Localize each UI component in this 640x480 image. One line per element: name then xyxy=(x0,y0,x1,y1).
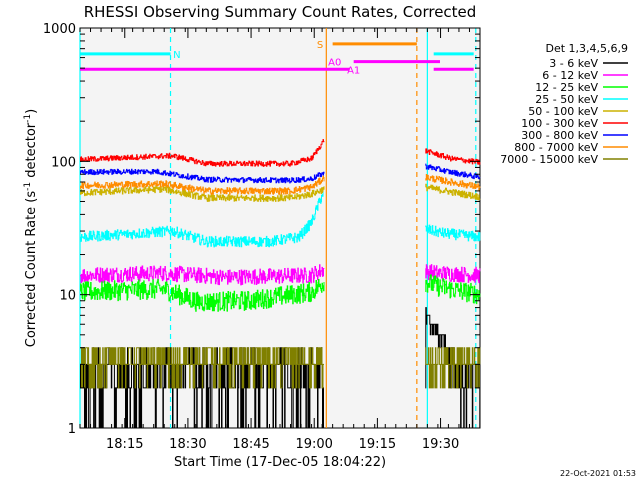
state-label-a0: A0 xyxy=(328,58,341,69)
y-axis-ticks: 1 10 100 1000 xyxy=(43,22,480,437)
legend-label: 3 - 6 keV xyxy=(549,57,598,70)
state-label-a1: A1 xyxy=(347,65,360,76)
legend-label: 12 - 25 keV xyxy=(535,81,598,94)
series-line-300-800-kev-part2 xyxy=(425,163,481,180)
legend-label: 100 - 300 keV xyxy=(521,117,598,130)
state-bars: N S A0 A1 xyxy=(80,40,474,76)
legend-title: Det 1,3,4,5,6,9 xyxy=(545,42,628,55)
series-line-100-300-kev-part1 xyxy=(80,139,325,167)
series-line-100-300-kev-part2 xyxy=(425,148,481,165)
y-tick-label: 1000 xyxy=(43,22,76,37)
legend-label: 7000 - 15000 keV xyxy=(500,153,598,166)
x-axis-ticks: 18:15 18:30 18:45 19:00 19:15 19:30 xyxy=(79,28,481,452)
series-line-12-25-kev-part2 xyxy=(425,274,481,305)
x-tick-label: 18:15 xyxy=(106,437,143,452)
state-label-n: N xyxy=(173,50,180,61)
series-line-12-25-kev-part1 xyxy=(80,279,325,312)
series-line-7000-15000-kev-part1 xyxy=(80,347,324,389)
x-tick-label: 18:45 xyxy=(232,437,269,452)
legend-label: 800 - 7000 keV xyxy=(514,141,598,154)
series-line-7000-15000-kev-part2 xyxy=(425,347,481,389)
legend-label: 50 - 100 keV xyxy=(528,105,598,118)
x-tick-label: 19:00 xyxy=(295,437,332,452)
series-line-6-12-kev-part1 xyxy=(80,264,325,286)
series-line-800-7000-kev-part1 xyxy=(80,175,325,195)
legend-label: 300 - 800 keV xyxy=(521,129,598,142)
state-label-s: S xyxy=(317,40,323,51)
series-lines xyxy=(80,139,481,429)
series-line-25-50-kev-part1 xyxy=(80,187,325,248)
y-axis-label: Corrected Count Rate (s-1 detector-1) xyxy=(23,109,39,347)
legend-label: 25 - 50 keV xyxy=(535,93,598,106)
y-tick-label: 1 xyxy=(68,422,76,437)
series-line-300-800-kev-part1 xyxy=(80,168,325,184)
chart-title: RHESSI Observing Summary Count Rates, Co… xyxy=(84,3,477,21)
series-line-50-100-kev-part2 xyxy=(425,183,481,201)
x-tick-label: 19:15 xyxy=(359,437,396,452)
series-line-25-50-kev-part2 xyxy=(425,224,481,242)
x-axis-label: Start Time (17-Dec-05 18:04:22) xyxy=(174,455,386,470)
legend-label: 6 - 12 keV xyxy=(542,69,598,82)
series-line-50-100-kev-part1 xyxy=(80,185,325,202)
x-tick-label: 18:30 xyxy=(169,437,206,452)
y-tick-label: 100 xyxy=(51,155,76,170)
y-tick-label: 10 xyxy=(59,289,76,304)
footer-date: 22-Oct-2021 01:53 xyxy=(560,469,636,478)
series-line-800-7000-kev-part2 xyxy=(425,174,481,191)
x-tick-label: 19:30 xyxy=(422,437,459,452)
